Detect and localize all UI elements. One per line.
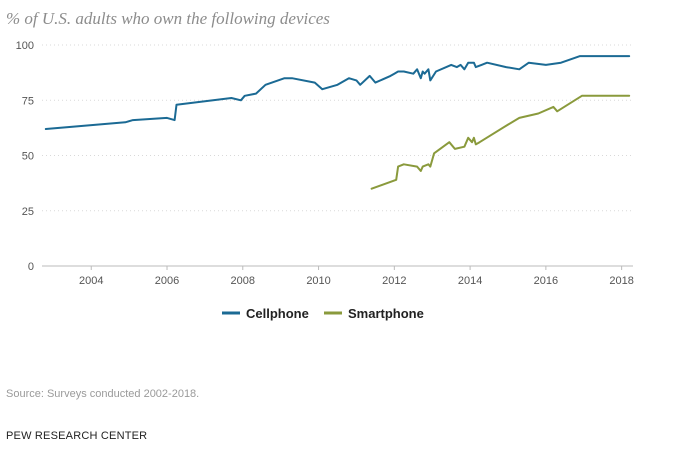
y-tick-label: 50 (22, 151, 34, 163)
legend: Cellphone Smartphone (222, 306, 424, 321)
y-tick-label: 75 (22, 95, 34, 107)
x-tick-label: 2004 (79, 275, 103, 287)
series (44, 55, 631, 190)
y-tick-label: 0 (28, 261, 34, 273)
gridlines (42, 44, 633, 212)
legend-label: Smartphone (348, 306, 424, 321)
source-note: Source: Surveys conducted 2002-2018. (6, 388, 200, 400)
x-tick-label: 2012 (382, 275, 406, 287)
y-tick-label: 100 (16, 40, 34, 52)
smartphone-line (370, 94, 631, 190)
x-tick-label: 2008 (231, 275, 255, 287)
cellphone-line (44, 55, 631, 130)
x-tick-label: 2014 (458, 275, 482, 287)
organization-label: PEW RESEARCH CENTER (6, 430, 148, 442)
line-chart: 0 25 50 75 100 2004 2006 2008 2010 2012 2014 2016 20… (16, 40, 634, 321)
x-tick-label: 2018 (609, 275, 633, 287)
x-tick-label: 2006 (155, 275, 179, 287)
chart-title: % of U.S. adults who own the following d… (6, 9, 330, 28)
legend-item-smartphone: Smartphone (324, 306, 424, 321)
x-tick-label: 2016 (534, 275, 558, 287)
x-tick-label: 2010 (306, 275, 330, 287)
y-tick-label: 25 (22, 206, 34, 218)
legend-item-cellphone: Cellphone (222, 306, 309, 321)
legend-label: Cellphone (246, 306, 309, 321)
axes: 0 25 50 75 100 2004 2006 2008 2010 2012 2014 2016 20… (16, 40, 634, 287)
